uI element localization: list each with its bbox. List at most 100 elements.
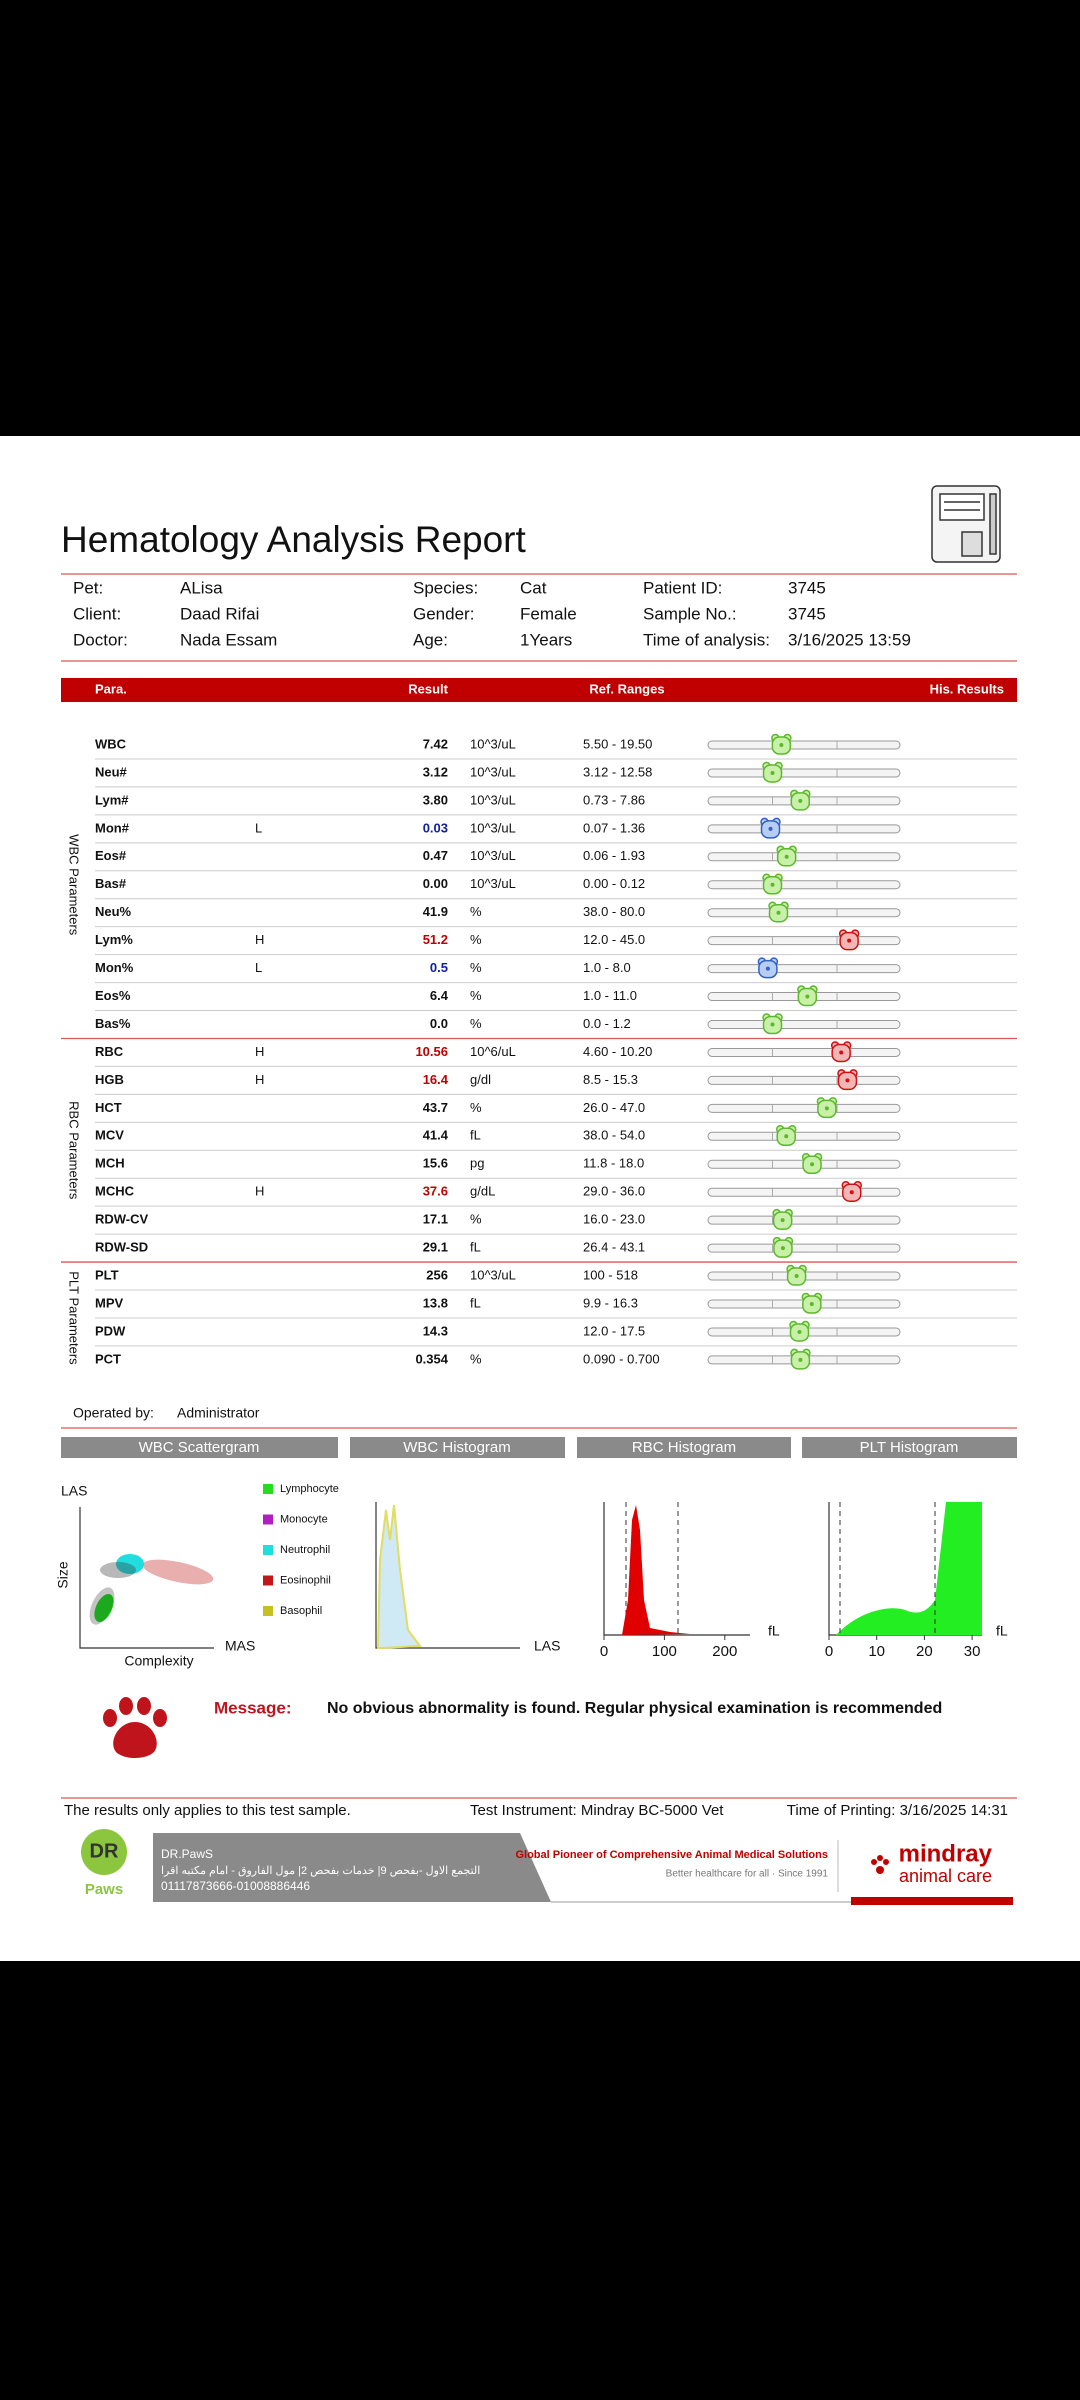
result-marker — [789, 1320, 810, 1342]
slider-track — [707, 1047, 901, 1057]
marker-dot — [810, 1162, 815, 1167]
parameter-name: Mon# — [95, 820, 130, 835]
group-label: RBC Parameters — [67, 1101, 82, 1200]
unit: % — [470, 1016, 482, 1031]
plt-axis: 0 10 20 30 — [825, 1635, 980, 1660]
result-marker — [838, 929, 860, 951]
parameter-name: MPV — [95, 1295, 124, 1310]
tick-label: 10 — [868, 1643, 885, 1660]
footer-note: The results only applies to this test sa… — [64, 1802, 351, 1819]
group-label: PLT Parameters — [67, 1271, 82, 1365]
result: 16.4 — [423, 1072, 449, 1087]
result-marker — [775, 1125, 797, 1147]
unit: % — [470, 904, 482, 919]
marker-dot — [798, 798, 803, 803]
slider-track — [707, 1187, 901, 1197]
result: 0.03 — [423, 820, 448, 835]
result-marker — [830, 1041, 852, 1063]
result-marker — [762, 1013, 783, 1035]
ref-range: 29.0 - 36.0 — [583, 1184, 645, 1199]
tick-label: 100 — [652, 1643, 677, 1660]
slider-track — [707, 1131, 901, 1141]
slider-track — [707, 740, 901, 750]
parameter-name: PDW — [95, 1323, 126, 1338]
clinic-name: DR.PawS — [161, 1847, 213, 1861]
marker-dot — [839, 1050, 844, 1055]
unit: % — [470, 1100, 482, 1115]
flag: L — [255, 820, 262, 835]
panel-header — [61, 1437, 338, 1458]
result: 41.9 — [423, 904, 448, 919]
ref-range: 1.0 - 8.0 — [583, 960, 631, 975]
operator-name: Administrator — [177, 1405, 260, 1421]
result-marker — [776, 845, 797, 867]
parameter-name: RBC — [95, 1044, 124, 1059]
result: 0.354 — [415, 1351, 448, 1366]
result: 0.00 — [423, 876, 448, 891]
parameter-name: Neu% — [95, 904, 132, 919]
result: 6.4 — [430, 988, 449, 1003]
result-marker — [772, 1208, 793, 1230]
flag: H — [255, 1072, 264, 1087]
parameter-name: WBC — [95, 736, 127, 751]
result-marker — [762, 873, 783, 895]
panel-title: WBC Histogram — [403, 1439, 511, 1456]
unit: % — [470, 988, 482, 1003]
result: 37.6 — [423, 1184, 448, 1199]
ref-range: 8.5 - 15.3 — [583, 1072, 638, 1087]
analyzer-icon — [931, 485, 1001, 563]
parameter-name: MCHC — [95, 1184, 135, 1199]
column-header: Result — [408, 681, 448, 696]
marker-dot — [770, 770, 775, 775]
marker-dot — [776, 910, 781, 915]
logo-text: DR — [90, 1840, 119, 1862]
result-rows: WBC 7.42 10^3/uL 5.50 - 19.50 Neu# 3.12 10^3/u… — [61, 733, 1017, 1370]
result-marker — [790, 789, 811, 811]
marker-dot — [798, 1357, 803, 1362]
marker-dot — [809, 1302, 814, 1306]
unit-label: fL — [768, 1623, 780, 1639]
result-marker — [760, 817, 781, 839]
result: 10.56 — [415, 1044, 448, 1059]
ref-range: 16.0 - 23.0 — [583, 1212, 645, 1227]
flag: H — [255, 1184, 264, 1199]
ref-range: 0.07 - 1.36 — [583, 820, 645, 835]
parameter-name: Mon% — [95, 960, 134, 975]
info-label: Species: — [413, 578, 478, 597]
unit: % — [470, 932, 482, 947]
result: 0.0 — [430, 1016, 448, 1031]
info-value: Cat — [520, 578, 547, 597]
tick-label: 20 — [916, 1643, 933, 1660]
marker-dot — [805, 994, 810, 999]
panel-header — [350, 1437, 565, 1458]
flag: H — [255, 932, 264, 947]
parameter-name: MCV — [95, 1128, 124, 1143]
axis-title: Size — [55, 1561, 71, 1588]
result-marker — [771, 733, 792, 755]
ref-range: 3.12 - 12.58 — [583, 764, 652, 779]
legend-swatch — [263, 1575, 273, 1586]
parameter-name: Eos% — [95, 988, 131, 1003]
info-label: Doctor: — [73, 630, 128, 649]
ref-range: 5.50 - 19.50 — [583, 736, 652, 751]
info-label: Age: — [413, 630, 448, 649]
column-header: His. Results — [930, 681, 1004, 696]
report-title: Hematology Analysis Report — [61, 519, 526, 560]
result: 29.1 — [423, 1240, 448, 1255]
parameter-name: Bas# — [95, 876, 127, 891]
result: 0.47 — [423, 848, 448, 863]
tagline: Better healthcare for all · Since 1991 — [666, 1869, 829, 1880]
legend-swatch — [263, 1606, 273, 1616]
ref-range: 12.0 - 17.5 — [583, 1323, 645, 1338]
legend-swatch — [263, 1484, 273, 1494]
panel-title: WBC Scattergram — [139, 1439, 260, 1456]
table-header-bar — [61, 678, 1017, 702]
panel-title: PLT Histogram — [860, 1439, 959, 1456]
result-marker — [801, 1153, 823, 1174]
legend-label: Neutrophil — [280, 1544, 330, 1556]
marker-dot — [849, 1190, 854, 1195]
column-header: Para. — [95, 681, 127, 696]
unit: 10^3/uL — [470, 848, 516, 863]
marker-dot — [847, 938, 852, 943]
